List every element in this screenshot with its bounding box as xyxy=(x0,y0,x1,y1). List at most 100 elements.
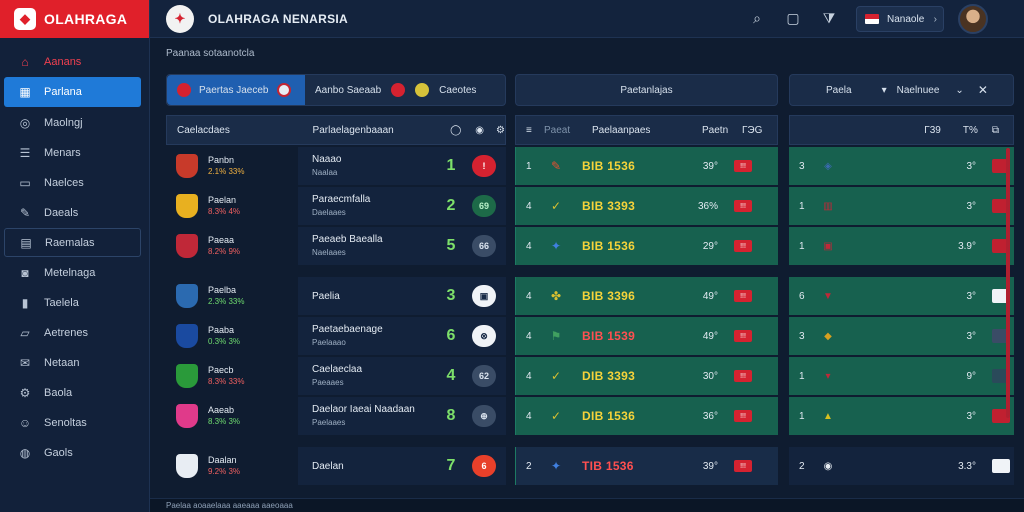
language-selector[interactable]: Nanaole › xyxy=(856,6,944,32)
status-badge[interactable]: ▣ xyxy=(472,285,496,307)
player-icon: ✓ xyxy=(550,369,562,383)
ranking-row[interactable]: 2 ◉ 3.3° xyxy=(789,447,1014,485)
status-badge[interactable]: 66 xyxy=(472,235,496,257)
avatar[interactable] xyxy=(958,4,988,34)
match-row[interactable]: Paelan 8.3% 4% Paraecmfalla Daelaaes 2 69 xyxy=(166,187,506,225)
flag-badge[interactable]: !!! xyxy=(734,240,752,252)
flag-badge[interactable]: !!! xyxy=(734,410,752,422)
flag-badge[interactable]: !!! xyxy=(734,370,752,382)
player-icon: ✦ xyxy=(550,459,562,473)
language-label: Nanaole xyxy=(887,13,925,25)
search-icon[interactable]: ⌕ xyxy=(753,9,761,26)
odds-row[interactable]: 4 ✓ BIB 3393 36%!!! xyxy=(515,187,778,225)
competition-name: Paelia xyxy=(312,290,340,302)
status-badge[interactable]: ⊕ xyxy=(472,405,496,427)
settings-icon[interactable]: ⚙ xyxy=(496,124,505,136)
odds-row[interactable]: 1 ✎ BIB 1536 39°!!! xyxy=(515,147,778,185)
top-icons: ⌕ ▢ ⧩ xyxy=(748,9,838,27)
sidebar-item-5[interactable]: ✎ Daeals xyxy=(4,198,141,227)
team-info: Daalan 9.2% 3% xyxy=(166,447,298,485)
sidebar-item-0[interactable]: ⌂ Aanans xyxy=(4,47,141,76)
row-rank: 1 xyxy=(799,410,805,422)
ranking-row[interactable]: 1 ▥ 3° xyxy=(789,187,1014,225)
sidebar-item-label: Aanans xyxy=(44,55,82,68)
sidebar-item-4[interactable]: ▭ Naelces xyxy=(4,168,141,197)
ranking-row[interactable]: 3 ◆ 3° xyxy=(789,317,1014,355)
sidebar-item-10[interactable]: ✉ Netaan xyxy=(4,348,141,377)
sidebar-item-9[interactable]: ▱ Aetrenes xyxy=(4,318,141,347)
competition-name: Paeaeb Baealla xyxy=(312,234,383,245)
match-row[interactable]: Paaba 0.3% 3% Paetaebaenage Paelaaao 6 ⊗ xyxy=(166,317,506,355)
odds-row[interactable]: 4 ✦ BIB 1536 29°!!! xyxy=(515,227,778,265)
competition-name: Daelaor Iaeai Naadaan xyxy=(312,404,415,415)
filter-tab-2[interactable]: Aanbo Saeaab xyxy=(315,84,382,96)
match-row[interactable]: Panbn 2.1% 33% Naaao Naalaa 1! xyxy=(166,147,506,185)
scrollbar[interactable] xyxy=(1006,148,1010,418)
sidebar-item-13[interactable]: ◍ Gaols xyxy=(4,438,141,467)
close-icon[interactable]: ✕ xyxy=(977,83,988,97)
filter-tab-3[interactable]: Caeotes xyxy=(439,84,477,96)
row-rank: 3 xyxy=(799,160,805,172)
sort-icon[interactable]: ≡ xyxy=(526,124,532,136)
match-row[interactable]: Daalan 9.2% 3% Daelan 7 6 xyxy=(166,447,506,485)
player-icon: ⚑ xyxy=(550,329,562,343)
odds-row[interactable]: 4 ✤ BIB 3396 49°!!! xyxy=(515,277,778,315)
sidebar-item-7[interactable]: ◙ Metelnaga xyxy=(4,258,141,287)
filter-center-label[interactable]: Paetanlajas xyxy=(620,84,673,96)
match-row[interactable]: Paeaa 8.2% 9% Paeaeb Baealla Naelaaes 5 66 xyxy=(166,227,506,265)
row-rank: 1 xyxy=(799,370,805,382)
filter-tab-active[interactable]: Paertas Jaeceb xyxy=(167,75,305,105)
logo-bar[interactable]: ◆ OLAHRAGA xyxy=(0,0,149,38)
match-score: 8 xyxy=(446,407,456,424)
odds-row[interactable]: 2 ✦ TIB 1536 39°!!! xyxy=(515,447,778,485)
flag-badge[interactable]: !!! xyxy=(734,330,752,342)
info-icon[interactable]: ◯ xyxy=(450,124,462,136)
sidebar-item-8[interactable]: ▮ Taelela xyxy=(4,288,141,317)
status-badge[interactable]: 69 xyxy=(472,195,496,217)
sidebar-item-3[interactable]: ☰ Menars xyxy=(4,138,141,167)
flag-badge[interactable]: !!! xyxy=(734,460,752,472)
filter-right-label[interactable]: Paela xyxy=(826,84,852,96)
player-icon: ✎ xyxy=(550,159,562,173)
odds-row[interactable]: 4 ✓ DIB 1536 36°!!! xyxy=(515,397,778,435)
sidebar-item-11[interactable]: ⚙ Baola xyxy=(4,378,141,407)
sidebar-item-label: Netaan xyxy=(44,356,80,369)
sidebar-item-2[interactable]: ◎ Maolngj xyxy=(4,108,141,137)
chevron-down-icon[interactable]: ⌄ xyxy=(955,84,964,96)
ranking-row[interactable]: 6 ▼ 3° xyxy=(789,277,1014,315)
breadcrumb: Paanaa sotaanotcla xyxy=(166,48,255,59)
flag-badge[interactable]: !!! xyxy=(734,200,752,212)
match-row[interactable]: Paelba 2.3% 33% Paelia 3 ▣ xyxy=(166,277,506,315)
filter-icon[interactable]: ⧩ xyxy=(822,9,836,26)
filter-right-label-2[interactable]: Naelnuee xyxy=(896,84,940,96)
status-badge[interactable]: ! xyxy=(472,155,496,177)
edit-icon: ✎ xyxy=(19,205,31,220)
match-row[interactable]: Paecb 8.3% 33% Caelaeclaa Paeaaes 4 62 xyxy=(166,357,506,395)
ranking-value: 3° xyxy=(966,160,976,172)
status-badge[interactable]: ⊗ xyxy=(472,325,496,347)
clock-icon[interactable]: ◉ xyxy=(475,124,485,136)
square-icon[interactable]: ▢ xyxy=(786,9,800,26)
match-score: 5 xyxy=(446,237,456,254)
expand-icon[interactable]: ⧉ xyxy=(991,124,999,136)
flag-badge[interactable]: !!! xyxy=(734,160,752,172)
ranking-row[interactable]: 3 ◈ 3° xyxy=(789,147,1014,185)
row-rank: 2 xyxy=(799,460,805,472)
ranking-row[interactable]: 1 ▣ 3.9° xyxy=(789,227,1014,265)
team-stats: 2.3% 33% xyxy=(208,297,245,306)
match-row[interactable]: Aaeab 8.3% 3% Daelaor Iaeai Naadaan Paelaae… xyxy=(166,397,506,435)
sidebar-item-6[interactable]: ▤ Raemalas xyxy=(4,228,141,257)
odds-percent: 36% xyxy=(697,200,718,212)
sidebar-item-12[interactable]: ☺ Senoltas xyxy=(4,408,141,437)
sidebar-item-1[interactable]: ▦ Parlana xyxy=(4,77,141,107)
odds-row[interactable]: 4 ⚑ BIB 1539 49°!!! xyxy=(515,317,778,355)
chevron-down-icon[interactable]: ▾ xyxy=(881,84,887,96)
status-badge[interactable]: 6 xyxy=(472,455,496,477)
odds-row[interactable]: 4 ✓ DIB 3393 30°!!! xyxy=(515,357,778,395)
status-badge[interactable]: 62 xyxy=(472,365,496,387)
flag-badge[interactable]: !!! xyxy=(734,290,752,302)
ranking-row[interactable]: 1 ▾ 9° xyxy=(789,357,1014,395)
ranking-row[interactable]: 1 ▲ 3° xyxy=(789,397,1014,435)
team-crest-icon: ◆ xyxy=(824,330,832,342)
